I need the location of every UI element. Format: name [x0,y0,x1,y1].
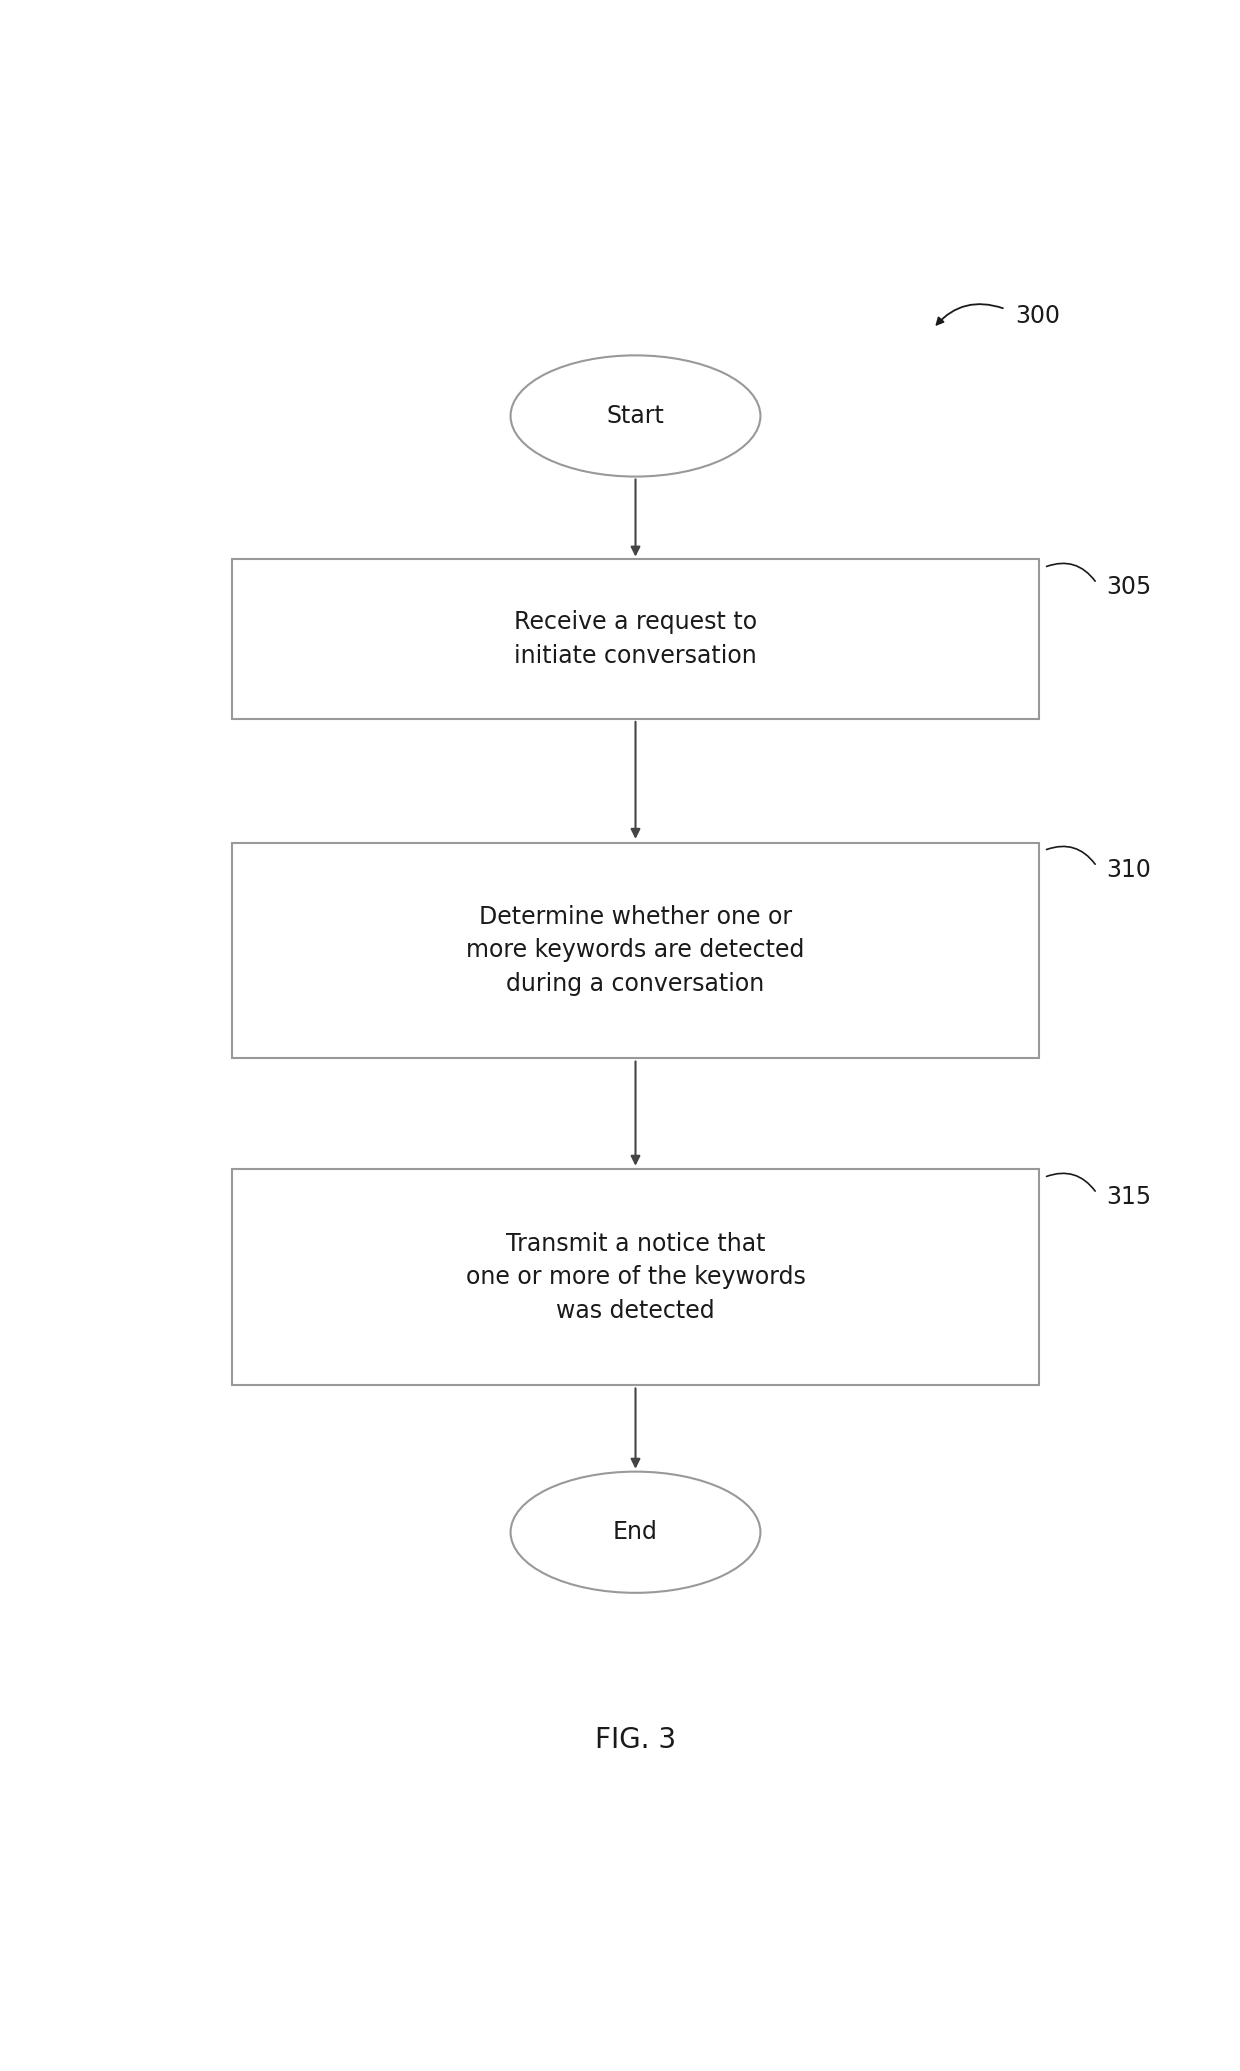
Text: FIG. 3: FIG. 3 [595,1725,676,1754]
Text: Transmit a notice that
one or more of the keywords
was detected: Transmit a notice that one or more of th… [465,1232,806,1323]
Text: End: End [613,1520,658,1545]
Text: Start: Start [606,404,665,429]
Bar [232,559,1039,719]
Ellipse shape [511,356,760,476]
Text: 305: 305 [1106,576,1152,599]
Bar [232,1170,1039,1385]
Bar [232,843,1039,1058]
Text: Receive a request to
initiate conversation: Receive a request to initiate conversati… [513,611,758,669]
Text: 300: 300 [1016,304,1060,329]
Text: 315: 315 [1106,1185,1152,1209]
Text: Determine whether one or
more keywords are detected
during a conversation: Determine whether one or more keywords a… [466,905,805,996]
Text: 310: 310 [1106,859,1151,882]
Ellipse shape [511,1472,760,1593]
